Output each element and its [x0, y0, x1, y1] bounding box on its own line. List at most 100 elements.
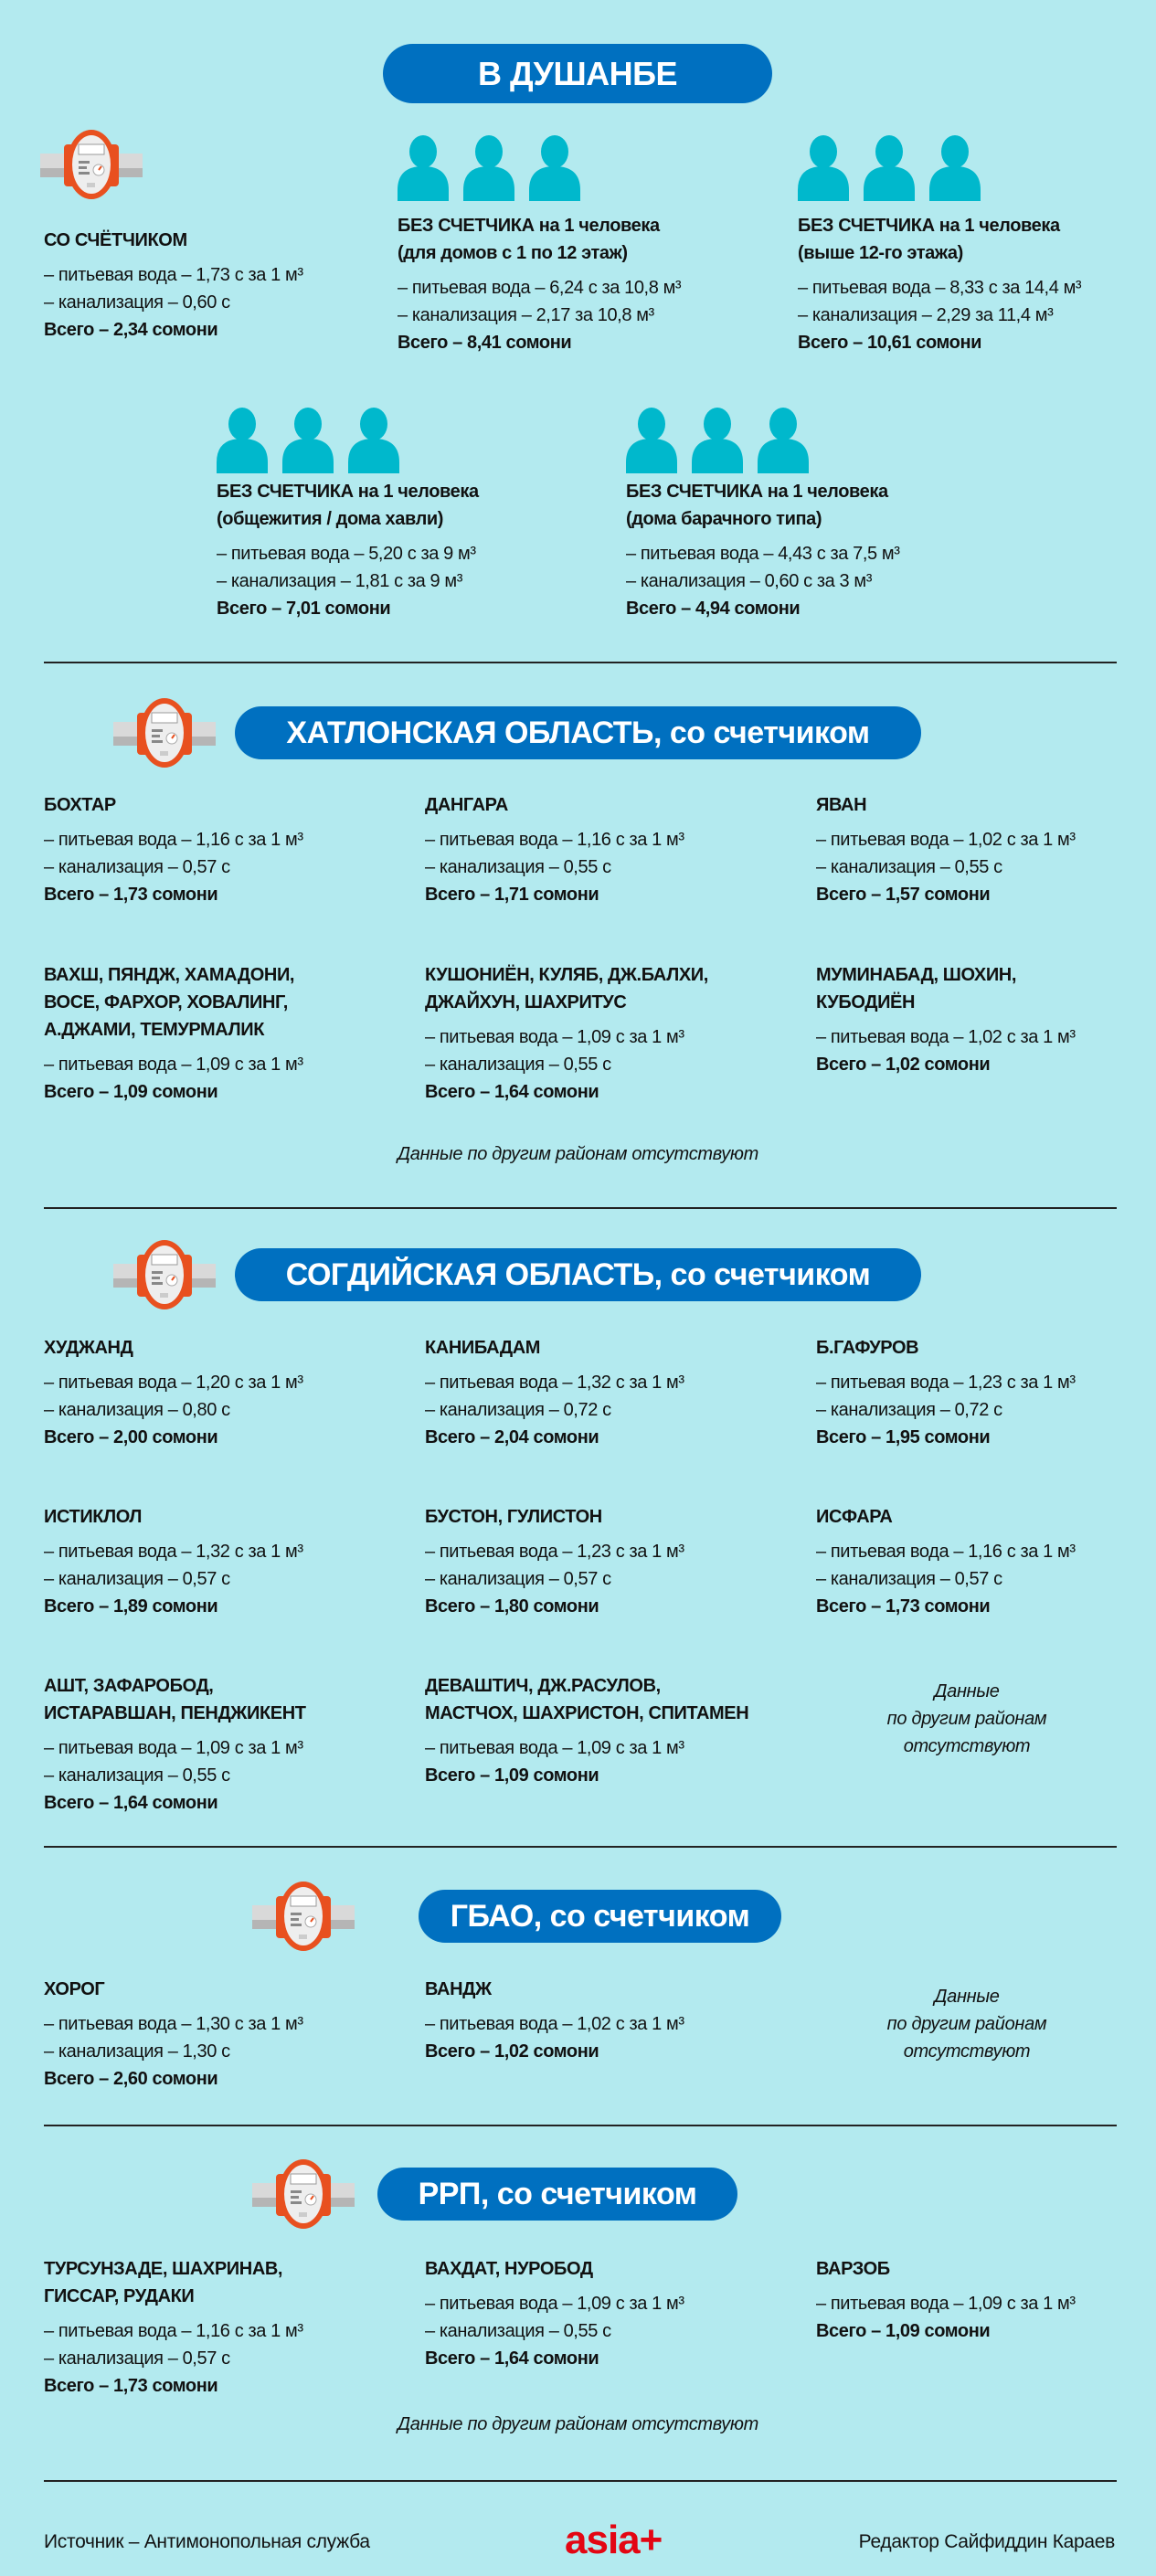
source-text: Источник – Антимонопольная служба: [44, 2531, 370, 2552]
block-total: Всего – 1,09 сомони: [44, 1082, 218, 1102]
gbao-note: Данные по другим районам отсутствуют: [816, 1983, 1118, 2065]
block-total: Всего – 1,73 сомони: [44, 2376, 218, 2396]
divider: [44, 1846, 1117, 1848]
tariff-line: – канализация – 0,57 с: [44, 857, 230, 877]
tariff-line: – питьевая вода – 1,09 с за 1 м³: [816, 2294, 1076, 2314]
note-line: по другим районам: [886, 2014, 1047, 2034]
tariff-line: – питьевая вода – 1,16 с за 1 м³: [816, 1542, 1076, 1562]
block-title: ИСФАРА: [816, 1507, 893, 1527]
gbao-title: ГБАО, со счетчиком: [419, 1890, 781, 1943]
people-icon: [798, 135, 981, 201]
block-title: Б.ГАФУРОВ: [816, 1338, 919, 1358]
block-title: (общежития / дома хавли): [217, 509, 444, 529]
block-title: ИСТИКЛОЛ: [44, 1507, 143, 1527]
khatlon-note: Данные по другим районам отсутствуют: [397, 1144, 759, 1164]
block-total: Всего – 1,09 сомони: [816, 2321, 991, 2341]
block-title: ДЕВАШТИЧ, ДЖ.РАСУЛОВ,: [425, 1676, 661, 1696]
dushanbe-title: В ДУШАНБЕ: [383, 44, 772, 103]
block-title: ДЖАЙХУН, ШАХРИТУС: [425, 992, 627, 1012]
people-icon: [217, 408, 399, 473]
tariff-line: – канализация – 0,55 с: [425, 2321, 611, 2341]
tariff-line: – канализация – 2,29 за 11,4 м³: [798, 305, 1054, 325]
divider: [44, 1207, 1117, 1209]
tariff-block: БЕЗ СЧЕТЧИКА на 1 человека (общежития / д…: [217, 478, 582, 622]
tariff-line: – канализация – 0,57 с: [425, 1569, 611, 1589]
water-meter-icon: [252, 2157, 355, 2231]
water-meter-icon: [252, 1880, 355, 1953]
divider: [44, 662, 1117, 663]
tariff-block: ВАХШ, ПЯНДЖ, ХАМАДОНИ, ВОСЕ, ФАРХОР, ХОВА…: [44, 961, 409, 1106]
block-title: ВАРЗОБ: [816, 2259, 890, 2279]
block-title: ХУДЖАНД: [44, 1338, 133, 1358]
tariff-line: – канализация – 0,57 с: [44, 1569, 230, 1589]
tariff-line: – питьевая вода – 1,32 с за 1 м³: [425, 1373, 684, 1393]
tariff-block: АШТ, ЗАФАРОБОД, ИСТАРАВШАН, ПЕНДЖИКЕНТ – п…: [44, 1672, 409, 1817]
block-total: Всего – 2,60 сомони: [44, 2069, 218, 2089]
tariff-line: – канализация – 0,55 с: [425, 1055, 611, 1075]
tariff-block: БЕЗ СЧЕТЧИКА на 1 человека (дома барачног…: [626, 478, 992, 622]
tariff-line: – питьевая вода – 1,16 с за 1 м³: [425, 830, 684, 850]
block-title: (выше 12-го этажа): [798, 243, 963, 263]
block-total: Всего – 1,02 сомони: [425, 2041, 599, 2062]
tariff-line: – канализация – 1,30 с: [44, 2041, 230, 2062]
block-total: Всего – 1,64 сомони: [425, 2348, 599, 2369]
tariff-block: ИСТИКЛОЛ – питьевая вода – 1,32 с за 1 м³…: [44, 1503, 409, 1620]
block-total: Всего – 2,04 сомони: [425, 1427, 599, 1447]
block-title: ВОСЕ, ФАРХОР, ХОВАЛИНГ,: [44, 992, 288, 1012]
block-title: (для домов с 1 по 12 этаж): [398, 243, 628, 263]
tariff-line: – питьевая вода – 1,02 с за 1 м³: [816, 830, 1076, 850]
tariff-block: ХОРОГ – питьевая вода – 1,30 с за 1 м³ – к…: [44, 1976, 409, 2093]
block-title: БУСТОН, ГУЛИСТОН: [425, 1507, 602, 1527]
tariff-block: КУШОНИЁН, КУЛЯБ, ДЖ.БАЛХИ, ДЖАЙХУН, ШАХРИ…: [425, 961, 790, 1106]
tariff-line: – питьевая вода – 1,23 с за 1 м³: [816, 1373, 1076, 1393]
tariff-block: ХУДЖАНД – питьевая вода – 1,20 с за 1 м³ –…: [44, 1334, 409, 1451]
tariff-line: – питьевая вода – 1,16 с за 1 м³: [44, 830, 303, 850]
tariff-line: – канализация – 0,55 с: [816, 857, 1002, 877]
block-title: КУБОДИЁН: [816, 992, 916, 1012]
tariff-line: – питьевая вода – 1,73 с за 1 м³: [44, 265, 303, 285]
tariff-block: ТУРСУНЗАДЕ, ШАХРИНАВ, ГИССАР, РУДАКИ – пит…: [44, 2255, 409, 2400]
tariff-line: – канализация – 0,60 с за 3 м³: [626, 571, 872, 591]
tariff-line: – канализация – 2,17 за 10,8 м³: [398, 305, 654, 325]
tariff-block: ЯВАН – питьевая вода – 1,02 с за 1 м³ – ка…: [816, 791, 1156, 908]
tariff-block: БЕЗ СЧЕТЧИКА на 1 человека (выше 12-го эт…: [798, 212, 1156, 356]
tariff-line: – канализация – 1,81 с за 9 м³: [217, 571, 462, 591]
tariff-line: – канализация – 0,57 с: [44, 2348, 230, 2369]
block-title: (дома барачного типа): [626, 509, 822, 529]
tariff-line: – канализация – 0,80 с: [44, 1400, 230, 1420]
block-title: ИСТАРАВШАН, ПЕНДЖИКЕНТ: [44, 1703, 306, 1723]
tariff-line: – питьевая вода – 1,16 с за 1 м³: [44, 2321, 303, 2341]
block-total: Всего – 1,64 сомони: [425, 1082, 599, 1102]
tariff-line: – канализация – 0,72 с: [425, 1400, 611, 1420]
block-title: ВАХДАТ, НУРОБОД: [425, 2259, 593, 2279]
divider: [44, 2480, 1117, 2482]
tariff-line: – питьевая вода – 1,09 с за 1 м³: [425, 1027, 684, 1047]
tariff-line: – питьевая вода – 1,32 с за 1 м³: [44, 1542, 303, 1562]
tariff-line: – канализация – 0,72 с: [816, 1400, 1002, 1420]
note-line: Данные: [934, 1681, 1000, 1701]
block-total: Всего – 7,01 сомони: [217, 599, 391, 619]
block-title: БОХТАР: [44, 795, 116, 815]
block-title: МУМИНАБАД, ШОХИН,: [816, 965, 1016, 985]
block-total: Всего – 1,71 сомони: [425, 885, 599, 905]
block-total: Всего – 1,64 сомони: [44, 1793, 218, 1813]
tariff-block: ДАНГАРА – питьевая вода – 1,16 с за 1 м³ –…: [425, 791, 790, 908]
tariff-line: – канализация – 0,57 с: [816, 1569, 1002, 1589]
tariff-block: БЕЗ СЧЕТЧИКА на 1 человека (для домов с 1…: [398, 212, 763, 356]
tariff-line: – питьевая вода – 1,30 с за 1 м³: [44, 2014, 303, 2034]
editor-text: Редактор Сайфиддин Караев: [858, 2531, 1116, 2552]
tariff-line: – питьевая вода – 1,02 с за 1 м³: [816, 1027, 1076, 1047]
block-total: Всего – 8,41 сомони: [398, 333, 572, 353]
block-title: КУШОНИЁН, КУЛЯБ, ДЖ.БАЛХИ,: [425, 965, 708, 985]
tariff-block: Б.ГАФУРОВ – питьевая вода – 1,23 с за 1 м…: [816, 1334, 1156, 1451]
tariff-block: ВАРЗОБ – питьевая вода – 1,09 с за 1 м³ Вс…: [816, 2255, 1156, 2345]
tariff-line: – питьевая вода – 1,09 с за 1 м³: [44, 1738, 303, 1758]
sogd-note: Данные по другим районам отсутствуют: [816, 1678, 1118, 1760]
block-total: Всего – 1,89 сомони: [44, 1596, 218, 1617]
asia-plus-logo: asia+: [565, 2518, 663, 2562]
block-title: А.ДЖАМИ, ТЕМУРМАЛИК: [44, 1020, 265, 1040]
tariff-block: СО СЧЁТЧИКОМ – питьевая вода – 1,73 с за …: [44, 227, 409, 344]
tariff-line: – питьевая вода – 8,33 с за 14,4 м³: [798, 278, 1082, 298]
tariff-block: КАНИБАДАМ – питьевая вода – 1,32 с за 1 м…: [425, 1334, 790, 1451]
rrp-note: Данные по другим районам отсутствуют: [397, 2414, 759, 2434]
